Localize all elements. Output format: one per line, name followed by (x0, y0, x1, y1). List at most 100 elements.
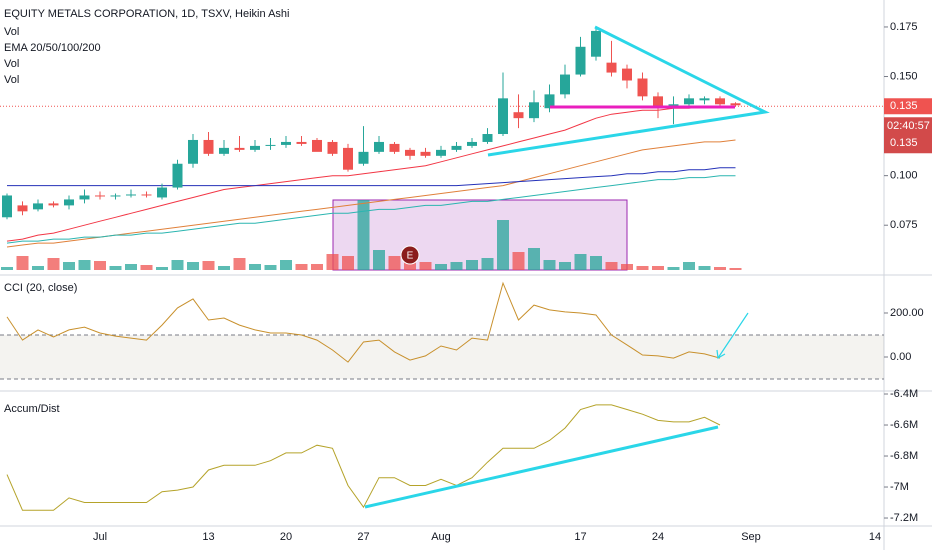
volume-bar (559, 262, 571, 270)
volume-bar (249, 264, 261, 270)
volume-bar (47, 258, 60, 270)
legend-line: Vol (4, 58, 19, 70)
candle-body (188, 139, 198, 164)
volume-bar (543, 260, 556, 270)
volume-bar (574, 254, 587, 270)
volume-bar (388, 256, 401, 270)
volume-bar (264, 265, 277, 270)
volume-bar (419, 262, 432, 270)
earnings-icon[interactable] (400, 245, 420, 265)
candle-body (79, 195, 90, 200)
countdown-badge (884, 117, 932, 154)
candle-body (451, 145, 462, 150)
volume-bar (357, 200, 370, 270)
indicator-line (6, 404, 721, 511)
volume-bar (125, 264, 137, 270)
volume-bar (218, 266, 230, 270)
x-tick-label: Aug (431, 531, 451, 543)
candle-body (141, 194, 152, 196)
volume-bar (63, 262, 75, 270)
volume-bar (497, 220, 509, 270)
drawings: E (364, 25, 770, 509)
candle-body (219, 147, 229, 154)
arrow (717, 312, 749, 359)
y-tick-label: -6.4M (890, 388, 918, 400)
y-tick-label: 0.175 (890, 21, 918, 33)
candle-body (250, 145, 260, 150)
arrow-head (716, 349, 726, 359)
candle-body (467, 141, 477, 146)
candle-body (498, 98, 508, 135)
price-badge (884, 98, 932, 115)
candle-body (684, 98, 694, 105)
candle-body (560, 74, 570, 95)
candle-body (95, 195, 105, 197)
ema-line (6, 175, 736, 244)
candle-body (157, 187, 167, 198)
candle-body (622, 68, 632, 81)
volume-bar (729, 268, 742, 270)
x-tick-label: 27 (357, 531, 369, 543)
legend-line: Vol (4, 26, 19, 38)
indicator-line (6, 281, 721, 363)
trend-line (364, 425, 719, 509)
candle-body (513, 112, 524, 119)
candle-body (405, 149, 415, 156)
candle-body (529, 102, 539, 119)
volume-bar (698, 266, 711, 270)
volume-bar (605, 262, 618, 270)
volume-bar (1, 267, 13, 270)
volume-bar (636, 266, 649, 270)
candle-body (48, 203, 59, 206)
candle-body (265, 144, 276, 146)
volume-bar (512, 252, 525, 270)
candle-body (17, 205, 28, 212)
volume-bar (171, 260, 184, 270)
candle-body (2, 195, 12, 218)
legend-line: EMA 20/50/100/200 (4, 42, 101, 54)
countdown-label: 02:40:57 (887, 120, 930, 132)
candle-body (33, 203, 43, 210)
x-tick-label: Jul (93, 531, 107, 543)
candle-body (544, 94, 555, 109)
volume-bar (481, 258, 494, 270)
candle-body (203, 139, 214, 154)
candle-body (653, 96, 663, 109)
candle-body (64, 199, 74, 206)
volume-bar (156, 267, 168, 270)
candle-body (358, 151, 369, 164)
y-tick-label: 200.00 (890, 307, 924, 319)
x-tick-label: 14 (869, 531, 881, 543)
x-tick-label: 17 (574, 531, 586, 543)
volume-bar (528, 248, 540, 270)
ema-line (6, 105, 736, 242)
volume-bar (683, 262, 695, 270)
candle-body (591, 30, 601, 57)
earnings-label[interactable]: E (407, 251, 414, 262)
x-tick-label: 13 (202, 531, 214, 543)
candle-body (126, 194, 136, 196)
volume-bar (109, 266, 122, 270)
price-badge-label: 0.135 (890, 137, 918, 149)
y-tick-label: 0.075 (890, 219, 918, 231)
volume-bar (280, 260, 292, 270)
candle-body (327, 141, 338, 154)
y-tick-label: 0.150 (890, 70, 918, 82)
candle-body (715, 98, 725, 105)
pane-title: CCI (20, close) (4, 282, 77, 294)
volume-bar (435, 264, 447, 270)
underlay (1, 199, 742, 271)
ema-line (7, 167, 736, 187)
candle-body (482, 134, 493, 142)
y-tick-label: -6.6M (890, 419, 918, 431)
volume-bar (342, 256, 354, 270)
candle-body (699, 98, 710, 101)
volume-bar (78, 260, 91, 270)
x-tick-label: 20 (280, 531, 292, 543)
candle-body (420, 151, 431, 156)
volume-bar (450, 262, 463, 270)
x-tick-label: Sep (741, 531, 761, 543)
candle-body (637, 78, 648, 97)
volume-bar (311, 264, 323, 270)
